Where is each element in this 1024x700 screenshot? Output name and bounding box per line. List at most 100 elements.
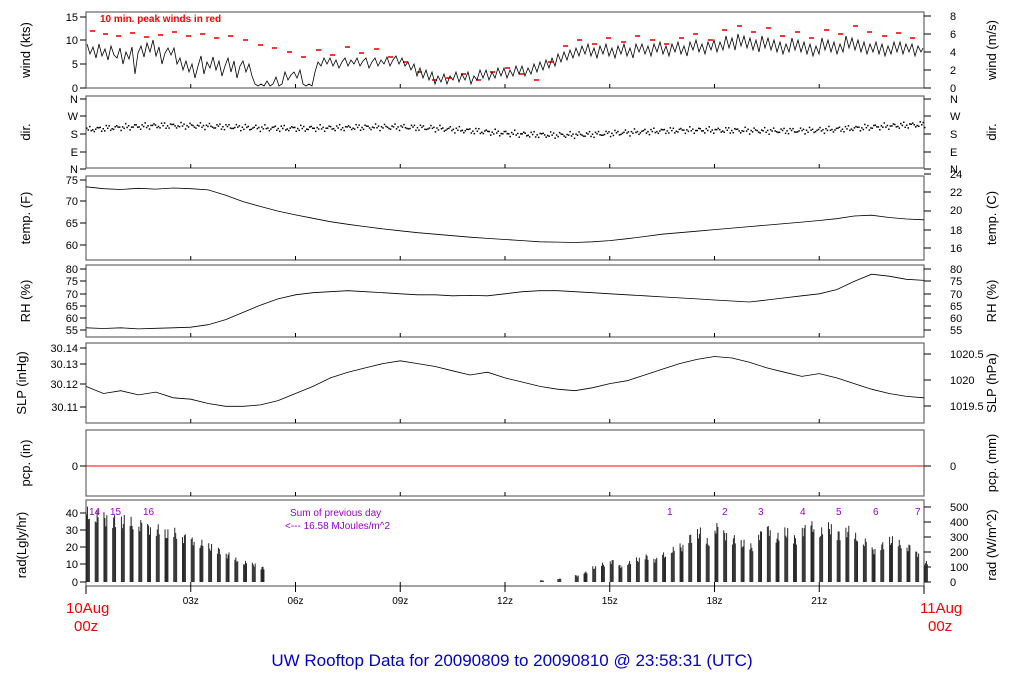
dir-right-axis-label: dir. [984, 123, 999, 140]
panel-temperature: temp. (F) temp. (C) 60 65 70 75 16 18 20… [18, 169, 999, 261]
rad-sum-line2: <--- 16.58 MJoules/m^2 [285, 521, 390, 532]
rh-plot-frame [85, 264, 925, 338]
dir-tick-right-0: N [950, 94, 958, 106]
dir-tick-left-2: S [71, 129, 78, 141]
pcp-right-axis-label: pcp. (mm) [984, 434, 999, 493]
xaxis-tick-15z: 15z [602, 596, 618, 607]
rad-tick-right-2: 200 [950, 547, 968, 559]
dir-tick-left-1: W [68, 111, 79, 123]
temp-tick-right-0: 16 [950, 243, 962, 255]
temp-tick-left-2: 70 [66, 196, 78, 208]
dir-tick-right-2: S [950, 129, 957, 141]
wind-tick-left-2: 10 [66, 35, 78, 47]
dir-left-axis-label: dir. [18, 123, 33, 140]
slp-tick-left-0: 30.11 [51, 402, 78, 414]
rh-trace [85, 273, 925, 330]
rh-tick-left-5: 80 [66, 264, 78, 276]
slp-left-axis-label: SLP (inHg) [14, 351, 29, 414]
panel-rh: RH (%) RH (%) 55 60 65 70 75 80 55 60 65… [18, 264, 999, 338]
temp-tick-right-4: 24 [950, 169, 962, 181]
pcp-tick-right-0: 0 [950, 461, 956, 473]
rad-tick-right-0: 0 [950, 577, 956, 589]
pcp-tick-left-0: 0 [72, 461, 78, 473]
temp-tick-left-1: 65 [66, 218, 78, 230]
wind-tick-left-0: 0 [72, 83, 78, 95]
xaxis-tick-21z: 21z [811, 596, 827, 607]
slp-trace [85, 356, 925, 407]
dir-tick-right-1: W [950, 111, 961, 123]
dir-tick-right-4: N [950, 164, 958, 176]
slp-tick-left-1: 30.12 [50, 379, 78, 391]
slp-tick-left-3: 30.14 [50, 343, 78, 355]
rad-left-axis-label: rad(Lgly/hr) [14, 512, 29, 578]
rad-tick-left-0: 0 [72, 577, 78, 589]
rh-tick-left-3: 70 [66, 289, 78, 301]
panel-precipitation: pcp. (in) pcp. (mm) 0 0 [18, 429, 999, 497]
xaxis-tick-12z: 12z [497, 596, 513, 607]
solar-hour-right-4: 5 [836, 507, 842, 518]
slp-right-axis-label: SLP (hPa) [984, 353, 999, 413]
temp-tick-right-3: 22 [950, 187, 962, 199]
panel-radiation: rad(Lgly/hr) rad (W/m^2) 0 10 20 30 40 0… [14, 499, 999, 589]
rad-sum-line1: Sum of previous day [290, 508, 381, 519]
radiation-bars [86, 506, 928, 582]
rh-tick-right-5: 80 [950, 264, 962, 276]
wind-tick-right-1: 2 [950, 65, 956, 77]
wind-left-axis-label: wind (kts) [18, 22, 33, 79]
panel-direction: dir. dir. N W S E N N W S E N [18, 94, 999, 176]
rh-tick-left-2: 65 [66, 301, 78, 313]
dir-tick-left-4: N [70, 164, 78, 176]
xaxis-start-date-line2: 00z [74, 618, 98, 635]
solar-hour-left-0: 14 [89, 507, 101, 518]
wind-right-axis-label: wind (m/s) [984, 20, 999, 81]
rad-tick-left-4: 40 [66, 508, 78, 520]
panel-wind: wind (kts) wind (m/s) 0 5 10 15 0 2 4 6 … [18, 11, 999, 95]
wind-tick-right-3: 6 [950, 29, 956, 41]
wind-peak-note: 10 min. peak winds in red [100, 14, 221, 25]
dir-tick-left-0: N [70, 94, 78, 106]
rh-tick-right-1: 60 [950, 313, 962, 325]
wind-tick-right-0: 0 [950, 83, 956, 95]
panel-slp: SLP (inHg) SLP (hPa) 30.11 30.12 30.13 3… [14, 342, 999, 424]
dir-tick-left-3: E [71, 147, 78, 159]
rh-tick-right-0: 55 [950, 325, 962, 337]
solar-hour-right-6: 7 [915, 507, 921, 518]
xaxis-end-date-line2: 00z [928, 618, 952, 635]
temp-tick-right-1: 18 [950, 225, 962, 237]
x-axis: 03z 06z 09z 12z 15z 18z 21z 10Aug 00z 11Aug 00… [66, 84, 962, 635]
temp-tick-left-0: 60 [66, 240, 78, 252]
temp-left-axis-label: temp. (F) [18, 192, 33, 245]
temp-tick-right-2: 20 [950, 205, 962, 217]
slp-plot-frame [85, 342, 925, 424]
pcp-left-axis-label: pcp. (in) [18, 440, 33, 487]
xaxis-start-date-line1: 10Aug [66, 600, 109, 617]
rh-left-axis-label: RH (%) [18, 280, 33, 323]
page-title: UW Rooftop Data for 20090809 to 20090810… [271, 651, 752, 670]
rad-tick-right-3: 300 [950, 532, 968, 544]
solar-hour-right-2: 3 [758, 507, 764, 518]
slp-tick-right-0: 1019.5 [950, 401, 984, 413]
rh-tick-left-4: 75 [66, 276, 78, 288]
solar-hour-right-5: 6 [873, 507, 879, 518]
rad-tick-left-2: 20 [66, 542, 78, 554]
temperature-trace [85, 186, 925, 243]
rad-right-axis-label: rad (W/m^2) [984, 509, 999, 580]
xaxis-tick-06z: 06z [287, 596, 303, 607]
wind-tick-right-2: 4 [950, 47, 956, 59]
solar-hour-right-1: 2 [722, 507, 728, 518]
solar-hour-right-3: 4 [800, 507, 806, 518]
direction-scatter [86, 121, 926, 140]
xaxis-tick-09z: 09z [392, 596, 408, 607]
rad-tick-left-3: 30 [66, 525, 78, 537]
wind-speed-trace [86, 33, 924, 87]
pcp-plot-frame [85, 429, 925, 497]
rh-tick-left-0: 55 [66, 325, 78, 337]
xaxis-end-date-line1: 11Aug [920, 600, 962, 617]
wind-tick-left-1: 5 [72, 59, 78, 71]
solar-hour-right-0: 1 [667, 507, 673, 518]
slp-tick-right-2: 1020.5 [950, 349, 984, 361]
wind-tick-right-4: 8 [950, 11, 956, 23]
xaxis-tick-18z: 18z [706, 596, 722, 607]
rad-tick-right-1: 100 [950, 562, 968, 574]
